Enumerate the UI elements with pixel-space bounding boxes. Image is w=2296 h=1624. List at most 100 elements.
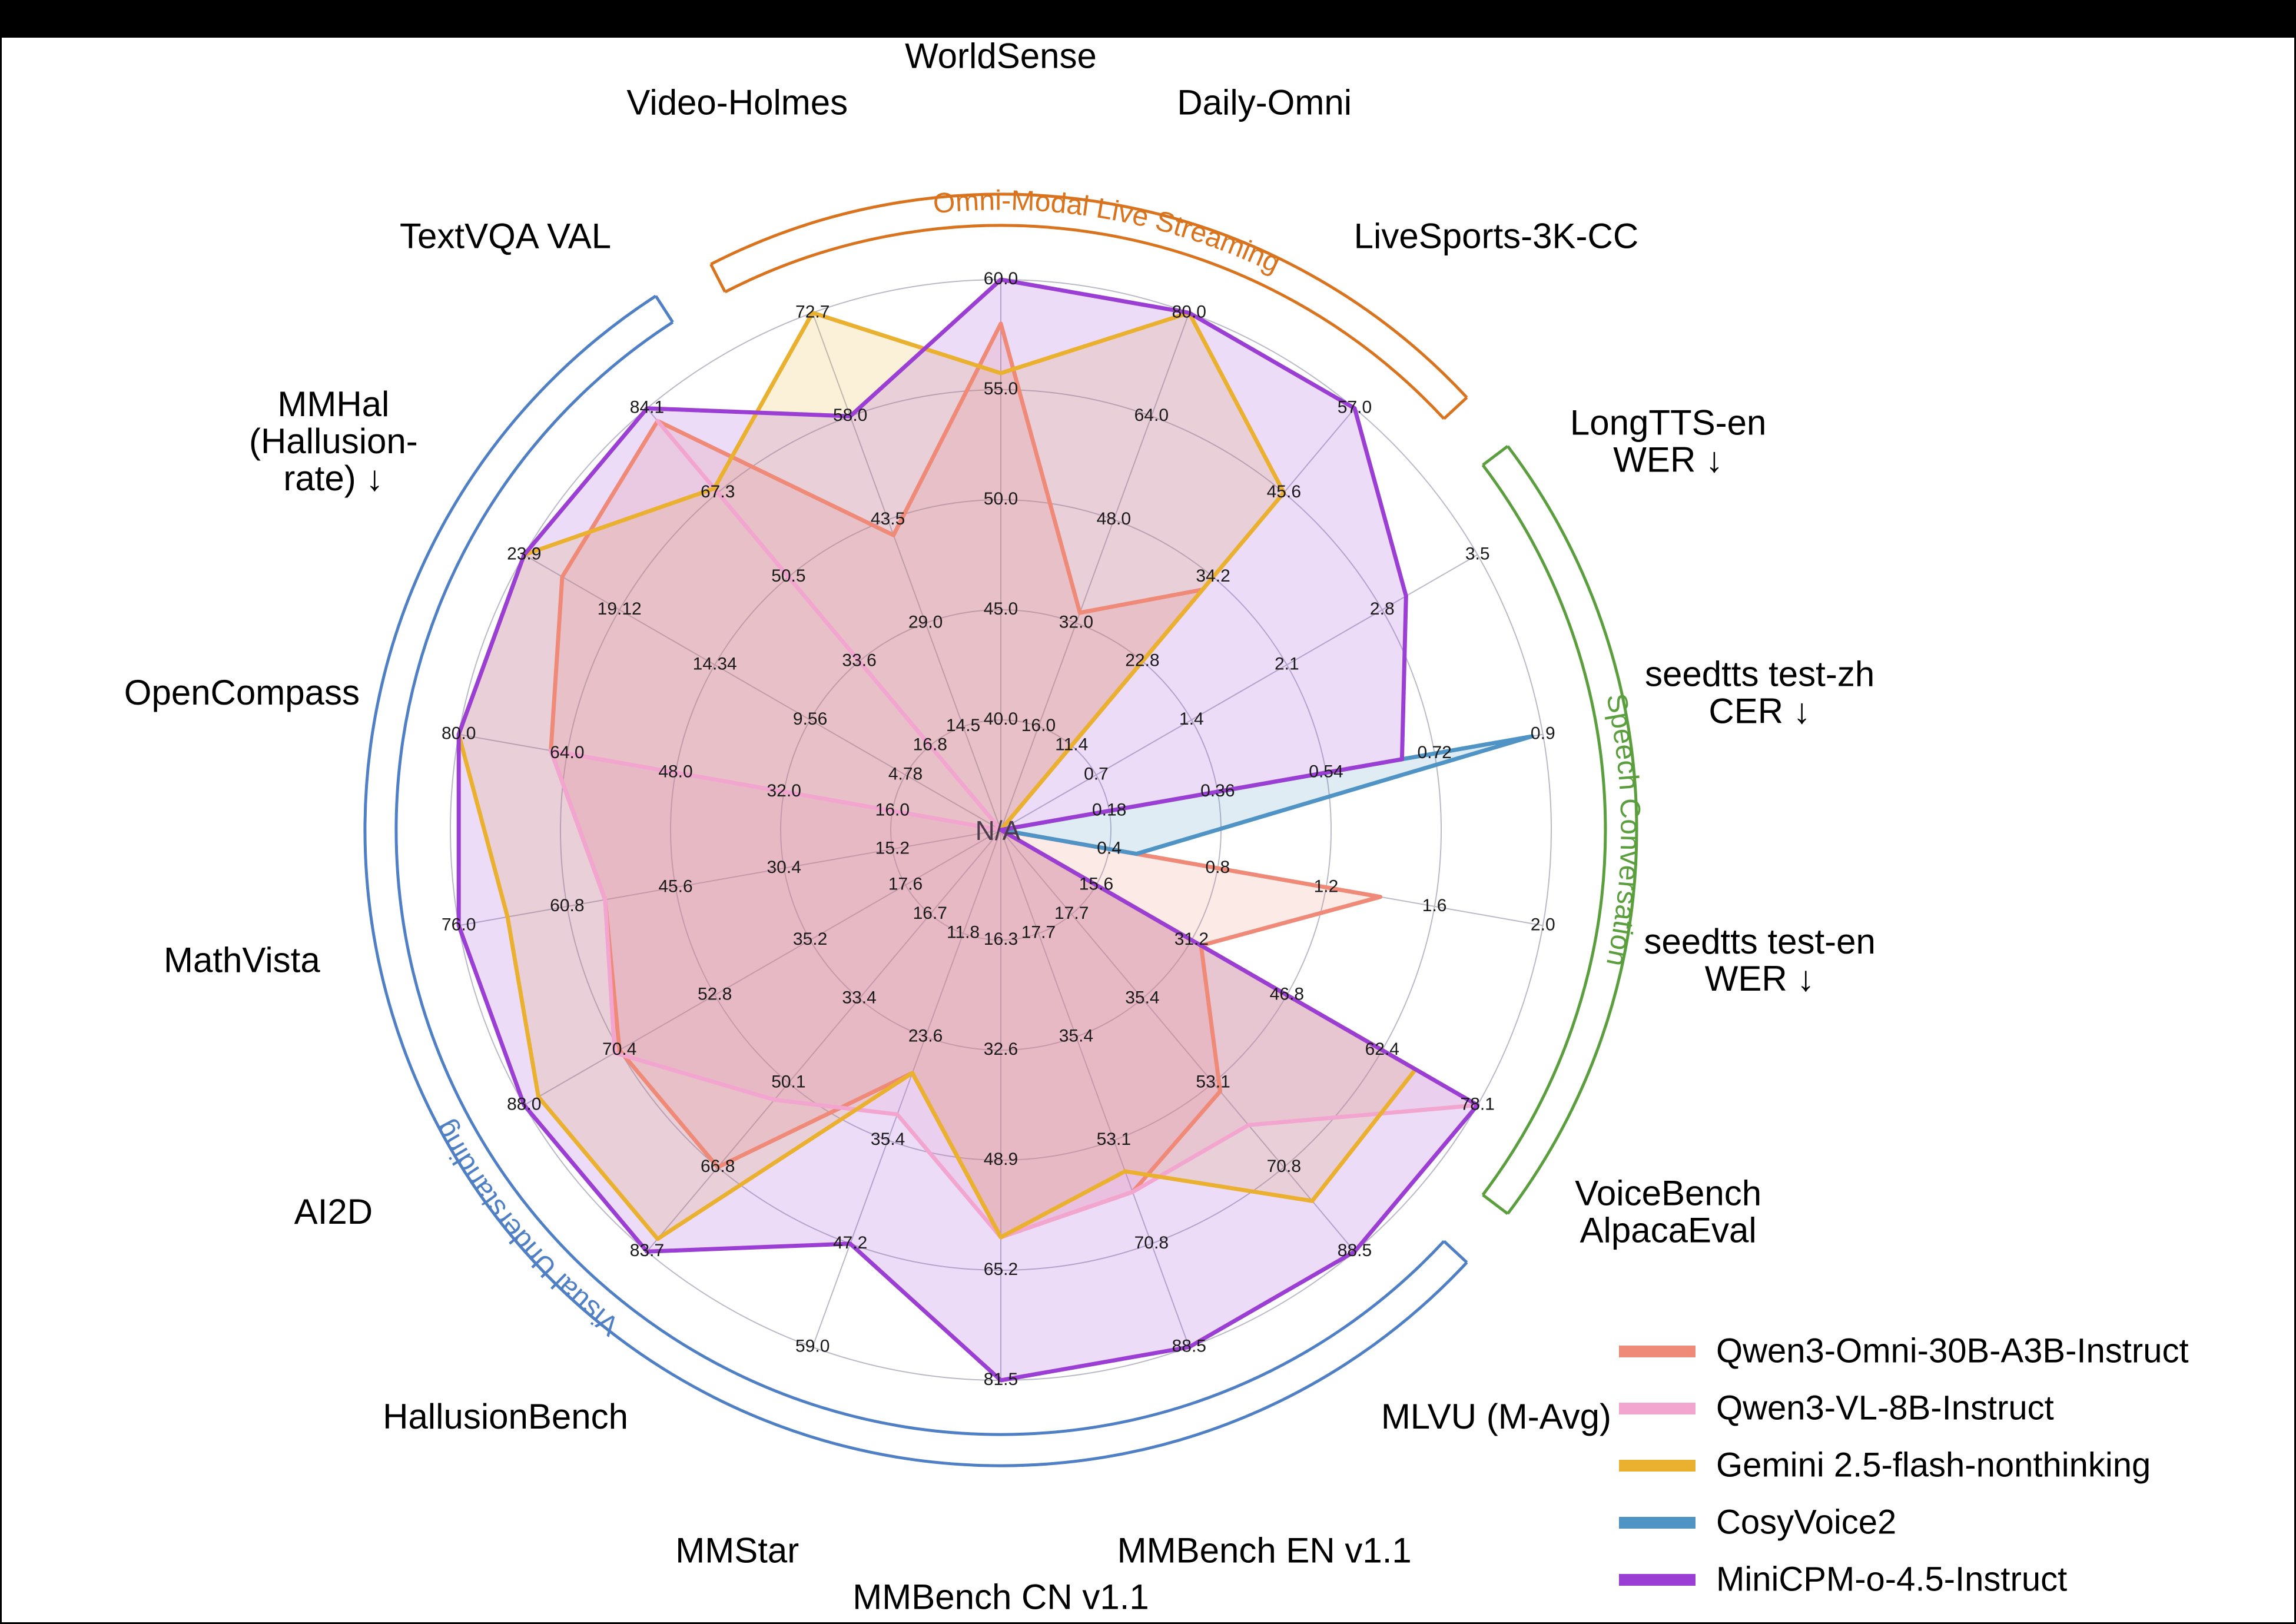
svg-text:Gemini 2.5-flash-nonthinking: Gemini 2.5-flash-nonthinking <box>1716 1446 2151 1484</box>
svg-text:84.1: 84.1 <box>630 398 664 417</box>
svg-text:MMBench CN v1.1: MMBench CN v1.1 <box>852 1577 1149 1616</box>
svg-text:4.78: 4.78 <box>888 764 923 783</box>
svg-text:48.0: 48.0 <box>658 762 692 782</box>
svg-text:MMStar: MMStar <box>675 1530 799 1570</box>
svg-text:0.9: 0.9 <box>1531 724 1555 743</box>
svg-text:LongTTS-en: LongTTS-en <box>1570 403 1767 442</box>
svg-text:83.7: 83.7 <box>630 1241 664 1260</box>
svg-text:43.5: 43.5 <box>871 509 905 529</box>
svg-text:0.36: 0.36 <box>1200 781 1235 801</box>
svg-text:45.0: 45.0 <box>984 599 1018 619</box>
svg-text:76.0: 76.0 <box>442 915 476 934</box>
svg-text:rate) ↓: rate) ↓ <box>283 459 383 498</box>
svg-text:2.0: 2.0 <box>1531 915 1555 934</box>
svg-text:2.1: 2.1 <box>1275 654 1299 673</box>
svg-text:MMBench EN v1.1: MMBench EN v1.1 <box>1117 1530 1412 1570</box>
svg-text:11.8: 11.8 <box>947 923 980 942</box>
svg-text:seedtts test-en: seedtts test-en <box>1644 922 1876 961</box>
svg-text:9.56: 9.56 <box>793 709 827 729</box>
svg-text:16.8: 16.8 <box>913 735 947 755</box>
svg-text:48.0: 48.0 <box>1097 509 1131 529</box>
svg-text:(Hallusion-: (Hallusion- <box>249 421 418 461</box>
svg-text:Speech Conversation: Speech Conversation <box>1600 691 1646 969</box>
svg-text:81.5: 81.5 <box>984 1370 1018 1389</box>
svg-text:80.0: 80.0 <box>442 724 476 743</box>
svg-text:1.4: 1.4 <box>1179 709 1204 729</box>
svg-text:0.18: 0.18 <box>1092 800 1126 819</box>
svg-text:53.1: 53.1 <box>1097 1130 1131 1149</box>
svg-text:TextVQA VAL: TextVQA VAL <box>400 217 611 256</box>
svg-text:29.0: 29.0 <box>908 612 943 632</box>
svg-text:23.9: 23.9 <box>507 544 541 563</box>
svg-text:seedtts test-zh: seedtts test-zh <box>1645 655 1874 694</box>
svg-text:66.8: 66.8 <box>701 1157 735 1176</box>
svg-text:WER ↓: WER ↓ <box>1613 440 1723 479</box>
svg-text:30.4: 30.4 <box>767 858 801 877</box>
svg-text:2.8: 2.8 <box>1370 599 1395 619</box>
svg-text:Qwen3-VL-8B-Instruct: Qwen3-VL-8B-Instruct <box>1716 1389 2054 1427</box>
svg-text:57.0: 57.0 <box>1338 398 1372 417</box>
svg-text:14.5: 14.5 <box>946 716 980 735</box>
svg-text:67.3: 67.3 <box>701 482 735 502</box>
svg-text:72.7: 72.7 <box>795 302 830 321</box>
svg-text:47.2: 47.2 <box>833 1233 867 1253</box>
svg-text:1.6: 1.6 <box>1422 896 1447 915</box>
svg-text:MathVista: MathVista <box>164 941 320 980</box>
svg-text:0.4: 0.4 <box>1097 838 1122 858</box>
svg-text:23.6: 23.6 <box>908 1026 943 1045</box>
svg-text:0.54: 0.54 <box>1309 762 1343 782</box>
svg-text:40.0: 40.0 <box>984 709 1018 729</box>
svg-text:Omni-Modal Live Streaming: Omni-Modal Live Streaming <box>932 185 1285 279</box>
svg-text:MMHal: MMHal <box>277 384 389 424</box>
svg-text:88.0: 88.0 <box>507 1094 541 1114</box>
svg-text:31.2: 31.2 <box>1174 929 1209 949</box>
svg-text:14.34: 14.34 <box>693 654 737 673</box>
svg-text:50.5: 50.5 <box>771 566 805 586</box>
svg-text:35.4: 35.4 <box>1125 988 1159 1007</box>
svg-text:15.6: 15.6 <box>1079 874 1113 894</box>
svg-text:VoiceBench: VoiceBench <box>1575 1173 1761 1213</box>
svg-text:16.7: 16.7 <box>913 904 947 923</box>
svg-text:19.12: 19.12 <box>598 599 642 619</box>
svg-text:52.8: 52.8 <box>698 984 732 1004</box>
svg-text:35.4: 35.4 <box>871 1130 905 1149</box>
svg-text:60.0: 60.0 <box>984 269 1018 288</box>
svg-text:MLVU (M-Avg): MLVU (M-Avg) <box>1381 1397 1611 1436</box>
svg-text:0.7: 0.7 <box>1084 764 1109 783</box>
svg-text:MiniCPM-o-4.5-Instruct: MiniCPM-o-4.5-Instruct <box>1716 1560 2067 1598</box>
svg-text:32.0: 32.0 <box>1059 612 1093 632</box>
svg-text:16.0: 16.0 <box>1021 716 1056 735</box>
svg-text:34.2: 34.2 <box>1196 566 1230 586</box>
svg-text:65.2: 65.2 <box>984 1260 1018 1279</box>
svg-text:60.8: 60.8 <box>550 896 584 915</box>
svg-text:15.2: 15.2 <box>875 838 910 858</box>
svg-text:45.6: 45.6 <box>658 876 692 896</box>
svg-text:64.0: 64.0 <box>1134 406 1169 425</box>
svg-text:33.6: 33.6 <box>842 650 876 670</box>
svg-text:32.0: 32.0 <box>767 781 801 801</box>
svg-text:22.8: 22.8 <box>1125 650 1159 670</box>
svg-text:Daily-Omni: Daily-Omni <box>1177 82 1352 122</box>
svg-text:17.7: 17.7 <box>1054 904 1089 923</box>
svg-text:AI2D: AI2D <box>294 1192 373 1231</box>
svg-text:88.5: 88.5 <box>1338 1241 1372 1260</box>
svg-text:17.6: 17.6 <box>888 874 923 894</box>
svg-text:70.8: 70.8 <box>1134 1233 1169 1253</box>
svg-text:16.0: 16.0 <box>875 800 910 819</box>
svg-text:LiveSports-3K-CC: LiveSports-3K-CC <box>1354 217 1639 256</box>
svg-text:70.4: 70.4 <box>602 1040 636 1059</box>
svg-text:16.3: 16.3 <box>984 929 1018 949</box>
svg-text:59.0: 59.0 <box>795 1337 830 1356</box>
svg-text:WER ↓: WER ↓ <box>1705 959 1815 998</box>
svg-text:62.4: 62.4 <box>1365 1040 1399 1059</box>
svg-text:1.2: 1.2 <box>1314 876 1339 896</box>
svg-text:N/A: N/A <box>976 815 1021 846</box>
svg-text:78.1: 78.1 <box>1461 1094 1495 1114</box>
svg-text:64.0: 64.0 <box>550 743 584 762</box>
svg-text:50.1: 50.1 <box>771 1072 805 1092</box>
svg-text:CER ↓: CER ↓ <box>1708 692 1810 731</box>
svg-text:WorldSense: WorldSense <box>905 36 1097 75</box>
svg-text:35.4: 35.4 <box>1059 1026 1093 1045</box>
svg-text:32.6: 32.6 <box>984 1040 1018 1059</box>
svg-text:58.0: 58.0 <box>833 406 867 425</box>
